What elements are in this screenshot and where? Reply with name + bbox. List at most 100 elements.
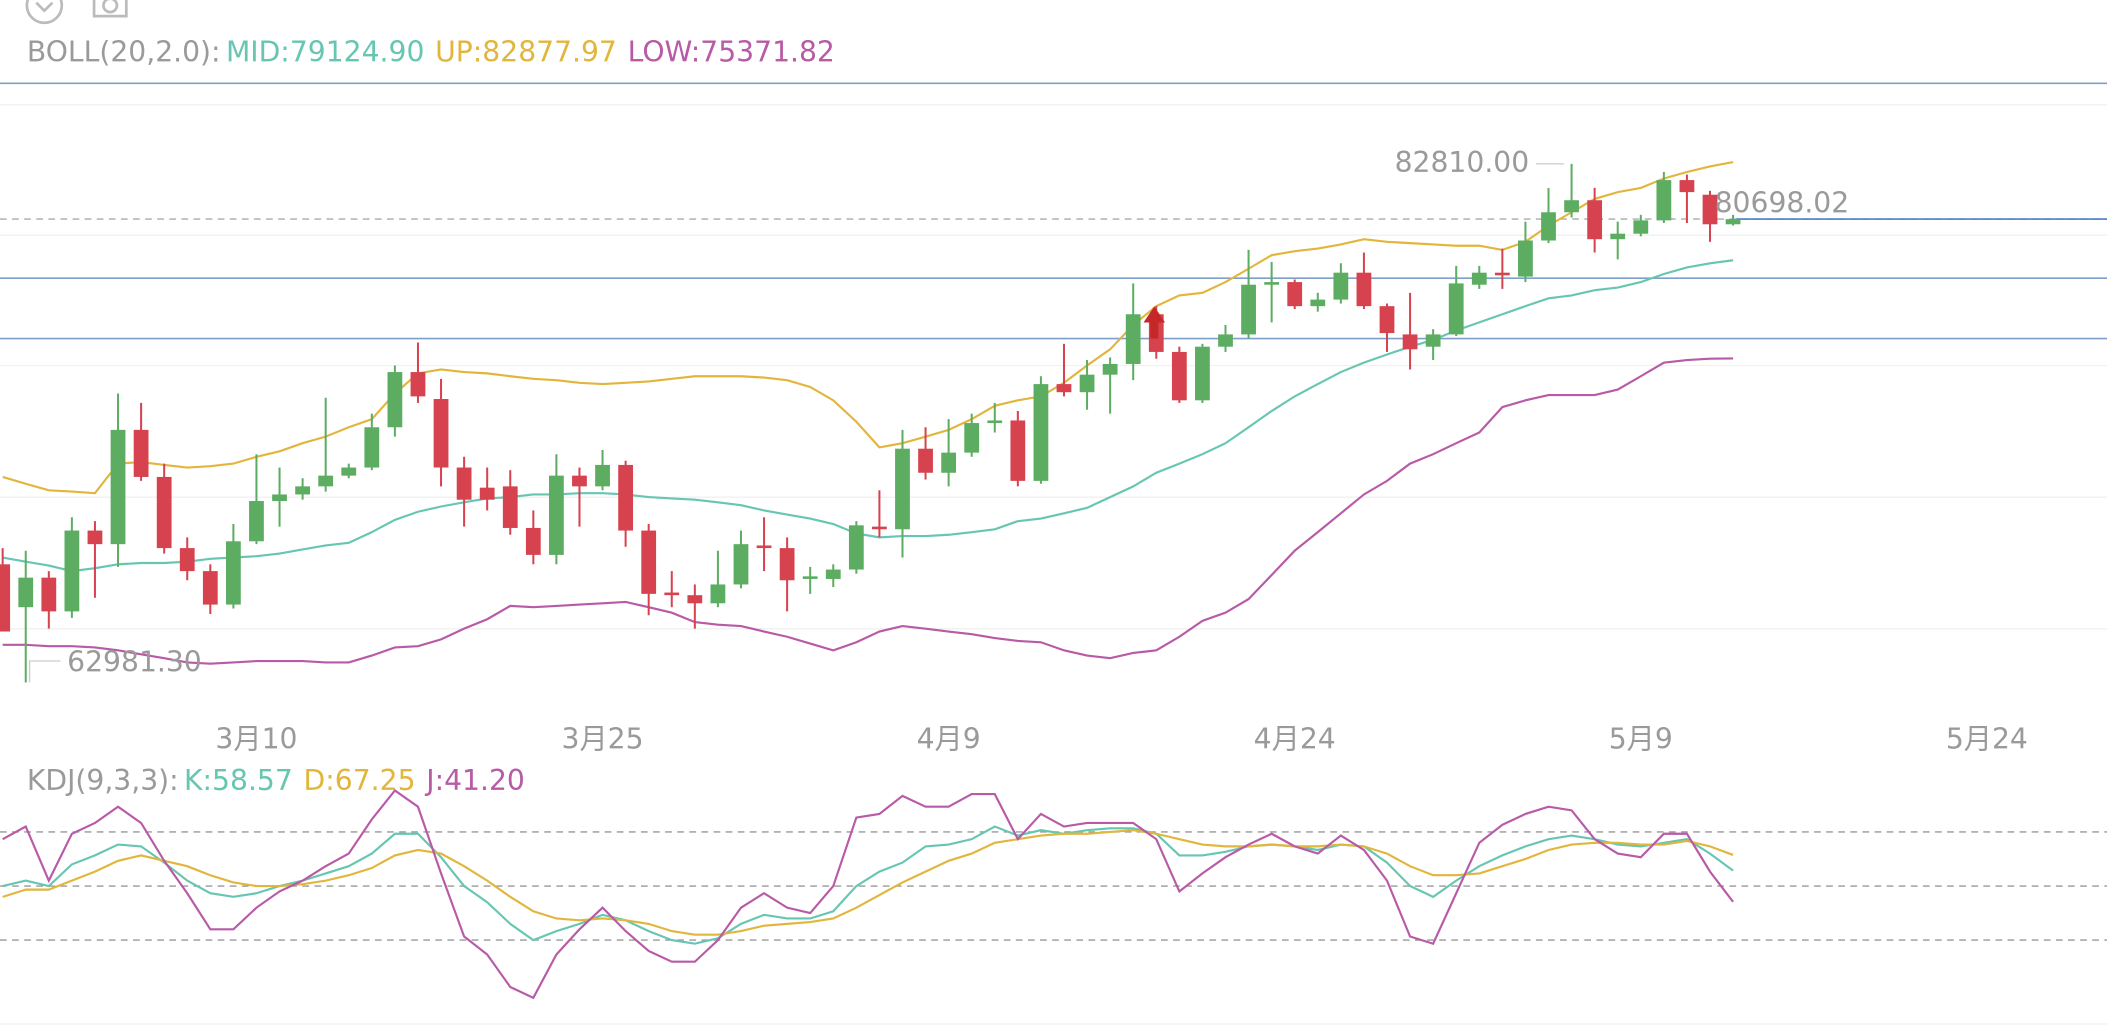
drawn-lines[interactable] <box>0 82 2107 340</box>
candle-body <box>295 486 310 495</box>
legend-value: 58.57 <box>212 764 293 797</box>
legend-name: LOW: <box>628 36 701 69</box>
x-tick-label: 5月24 <box>1946 722 2028 755</box>
candle-body <box>179 548 195 572</box>
candle-body <box>756 545 772 549</box>
legend-value: 82877.97 <box>482 36 617 69</box>
candle-body <box>0 564 11 632</box>
candle-body <box>1010 420 1026 481</box>
candle-body <box>1471 272 1487 285</box>
min-leader <box>28 660 61 683</box>
candle-body <box>525 527 541 555</box>
candle-body <box>987 420 1003 424</box>
legend-value: 79124.90 <box>290 36 425 69</box>
indicator-line <box>2 829 1734 936</box>
candle-body <box>249 501 264 542</box>
candle-body <box>1218 334 1233 347</box>
chevron <box>35 1 54 13</box>
candle-body <box>110 429 126 545</box>
candle-body <box>1079 374 1095 393</box>
candle-body <box>733 544 749 585</box>
candle-body <box>1333 272 1349 300</box>
candle-body <box>41 577 57 612</box>
candle-body <box>364 427 380 468</box>
candle-body <box>502 486 518 528</box>
candle-body <box>456 467 472 500</box>
x-tick-label: 5月9 <box>1609 722 1673 755</box>
candle-body <box>1264 282 1280 285</box>
candle-body <box>1056 384 1072 393</box>
legend-name: K: <box>184 764 212 797</box>
candle-body <box>1425 334 1441 347</box>
indicator-legend: BOLL(20,2.0): MID:79124.90 UP:82877.97 LOW:… <box>27 36 835 69</box>
candle-body <box>664 592 680 596</box>
indicator-line <box>2 161 1734 495</box>
x-tick-label: 4月9 <box>917 722 981 755</box>
candle-body <box>964 423 980 453</box>
indicator-title: BOLL(20,2.0): <box>27 36 221 69</box>
candle-body <box>1564 200 1579 213</box>
candle-body <box>1171 351 1187 401</box>
candle-body <box>895 448 910 530</box>
candle-body <box>641 530 657 594</box>
legend-name: J: <box>424 764 444 797</box>
candle-body <box>1633 220 1649 234</box>
candle-body <box>549 475 564 555</box>
candle-body <box>1518 240 1533 277</box>
candle-body <box>848 525 864 570</box>
current-price-label: 80698.02 <box>1715 186 1850 219</box>
candle-body <box>1725 219 1741 225</box>
indicator-line <box>2 259 1734 573</box>
candle-body <box>202 571 218 605</box>
candle-body <box>825 569 841 579</box>
indicator-line <box>2 789 1734 1000</box>
candle-body <box>618 464 634 531</box>
candle-body <box>225 541 241 605</box>
candle-body <box>272 494 287 502</box>
plot: BOLL(20,2.0): MID:79124.90 UP:82877.97 LOW:… <box>0 36 2107 1000</box>
candle-body <box>1656 180 1672 221</box>
candle-body <box>1494 272 1510 276</box>
candle-body <box>1679 180 1695 193</box>
legend-value: 75371.82 <box>700 36 835 69</box>
collapse-icon[interactable] <box>25 0 64 25</box>
candle-body <box>595 464 610 487</box>
legend-name: D: <box>304 764 335 797</box>
candle-body <box>1402 334 1418 350</box>
candle-body <box>1448 283 1464 335</box>
indicator-legend: KDJ(9,3,3): K:58.57 D:67.25 J:41.20 <box>27 764 525 797</box>
candle-body <box>341 467 357 476</box>
x-tick-label: 3月25 <box>562 722 644 755</box>
candle-body <box>918 448 933 473</box>
signal-arrow <box>1143 306 1166 339</box>
settings-icon[interactable] <box>92 0 128 18</box>
min-label: 62981.30 <box>67 646 202 679</box>
candle-body <box>572 475 587 487</box>
candle-body <box>410 372 426 397</box>
toolbar-icons[interactable] <box>25 0 128 25</box>
legend-value: 67.25 <box>335 764 416 797</box>
candle-body <box>156 476 172 549</box>
candle-body <box>802 576 818 579</box>
candle-body <box>318 475 334 487</box>
x-tick-label: 4月24 <box>1254 722 1336 755</box>
candle-body <box>1287 282 1303 307</box>
indicator-title: KDJ(9,3,3): <box>27 764 179 797</box>
candle-body <box>387 372 403 428</box>
settings-dot <box>102 0 119 14</box>
candle-body <box>18 577 34 608</box>
candle-body <box>779 548 795 581</box>
candle-body <box>1587 200 1603 240</box>
candle-body <box>1102 363 1118 375</box>
candle-body <box>687 595 703 604</box>
candle-body <box>1125 314 1141 364</box>
legend-value: 41.20 <box>444 764 525 797</box>
candle-body <box>133 429 149 477</box>
candle-body <box>433 399 449 468</box>
candle-body <box>872 526 887 530</box>
candle-body <box>1541 212 1556 241</box>
candle-body <box>1310 299 1326 307</box>
candle-body <box>1033 384 1049 481</box>
legend-name: UP: <box>435 36 482 69</box>
